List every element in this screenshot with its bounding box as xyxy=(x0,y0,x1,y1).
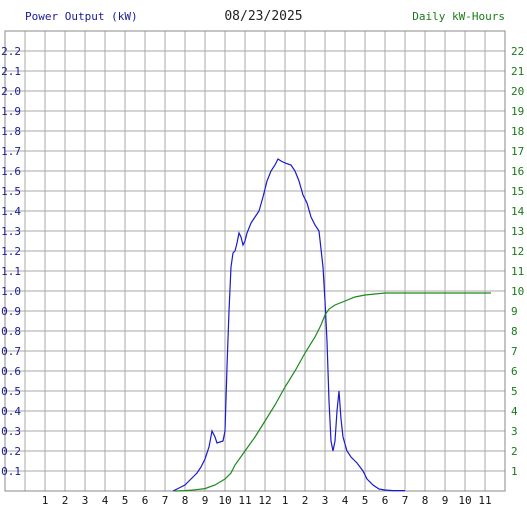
left-tick-label: 1.7 xyxy=(1,145,21,158)
right-tick-label: 4 xyxy=(511,405,518,418)
left-axis-ticks: 0.1 0.2 0.3 0.4 0.5 0.6 0.7 0.8 0.9 1.0 1.1 1.2 1.3 1… xyxy=(1,45,21,478)
left-tick-label: 1.9 xyxy=(1,105,21,118)
x-tick-label: 8 xyxy=(182,494,189,507)
chart-grid xyxy=(5,31,505,491)
x-tick-label: 2 xyxy=(62,494,69,507)
left-tick-label: 2.1 xyxy=(1,65,21,78)
left-tick-label: 1.4 xyxy=(1,205,21,218)
x-axis-ticks: 1 2 3 4 5 6 7 8 9 10 11 12 1 2 3 4 5 6 7 8 9 10 11 xyxy=(42,494,492,507)
left-tick-label: 1.0 xyxy=(1,285,21,298)
right-tick-label: 1 xyxy=(511,465,518,478)
x-tick-label: 1 xyxy=(42,494,49,507)
x-tick-label: 4 xyxy=(102,494,109,507)
right-tick-label: 7 xyxy=(511,345,518,358)
x-tick-label: 10 xyxy=(218,494,231,507)
left-tick-label: 1.2 xyxy=(1,245,21,258)
right-tick-label: 5 xyxy=(511,385,518,398)
left-tick-label: 0.1 xyxy=(1,465,21,478)
chart-series xyxy=(172,158,491,492)
right-tick-label: 3 xyxy=(511,425,518,438)
right-tick-label: 17 xyxy=(511,145,524,158)
right-tick-label: 16 xyxy=(511,165,524,178)
x-tick-label: 9 xyxy=(442,494,449,507)
x-tick-label: 9 xyxy=(202,494,209,507)
right-tick-label: 2 xyxy=(511,445,518,458)
right-tick-label: 18 xyxy=(511,125,524,138)
x-tick-label: 1 xyxy=(282,494,289,507)
right-tick-label: 21 xyxy=(511,65,524,78)
x-tick-label: 2 xyxy=(302,494,309,507)
x-tick-label: 11 xyxy=(478,494,491,507)
chart-left-title: Power Output (kW) xyxy=(25,10,138,23)
left-tick-label: 0.3 xyxy=(1,425,21,438)
right-tick-label: 20 xyxy=(511,85,524,98)
left-tick-label: 2.2 xyxy=(1,45,21,58)
x-tick-label: 12 xyxy=(258,494,271,507)
left-tick-label: 0.9 xyxy=(1,305,21,318)
left-tick-label: 0.2 xyxy=(1,445,21,458)
left-tick-label: 0.7 xyxy=(1,345,21,358)
x-tick-label: 8 xyxy=(422,494,429,507)
power-output-line xyxy=(172,158,405,492)
left-tick-label: 1.3 xyxy=(1,225,21,238)
x-tick-label: 7 xyxy=(402,494,409,507)
chart-date-title: 08/23/2025 xyxy=(224,9,303,24)
x-tick-label: 6 xyxy=(142,494,149,507)
plot-border xyxy=(4,30,506,492)
x-tick-label: 4 xyxy=(342,494,349,507)
x-tick-label: 10 xyxy=(458,494,471,507)
right-tick-label: 8 xyxy=(511,325,518,338)
right-tick-label: 9 xyxy=(511,305,518,318)
right-tick-label: 15 xyxy=(511,185,524,198)
x-tick-label: 7 xyxy=(162,494,169,507)
right-tick-label: 12 xyxy=(511,245,524,258)
left-tick-label: 1.5 xyxy=(1,185,21,198)
x-tick-label: 5 xyxy=(362,494,369,507)
right-tick-label: 19 xyxy=(511,105,524,118)
right-tick-label: 6 xyxy=(511,365,518,378)
chart-right-title: Daily kW-Hours xyxy=(412,10,505,23)
right-tick-label: 13 xyxy=(511,225,524,238)
left-tick-label: 0.5 xyxy=(1,385,21,398)
right-tick-label: 14 xyxy=(511,205,525,218)
left-tick-label: 1.1 xyxy=(1,265,21,278)
chart-frame xyxy=(4,30,506,492)
left-tick-label: 0.4 xyxy=(1,405,21,418)
left-tick-label: 1.8 xyxy=(1,125,21,138)
left-tick-label: 0.6 xyxy=(1,365,21,378)
x-tick-label: 3 xyxy=(82,494,89,507)
right-tick-label: 11 xyxy=(511,265,524,278)
left-tick-label: 1.6 xyxy=(1,165,21,178)
x-tick-label: 6 xyxy=(382,494,389,507)
x-tick-label: 5 xyxy=(122,494,129,507)
right-tick-label: 22 xyxy=(511,45,524,58)
x-tick-label: 11 xyxy=(238,494,251,507)
left-tick-label: 2.0 xyxy=(1,85,21,98)
x-tick-label: 3 xyxy=(322,494,329,507)
left-tick-label: 0.8 xyxy=(1,325,21,338)
right-tick-label: 10 xyxy=(511,285,524,298)
daily-kwh-line xyxy=(174,292,491,492)
